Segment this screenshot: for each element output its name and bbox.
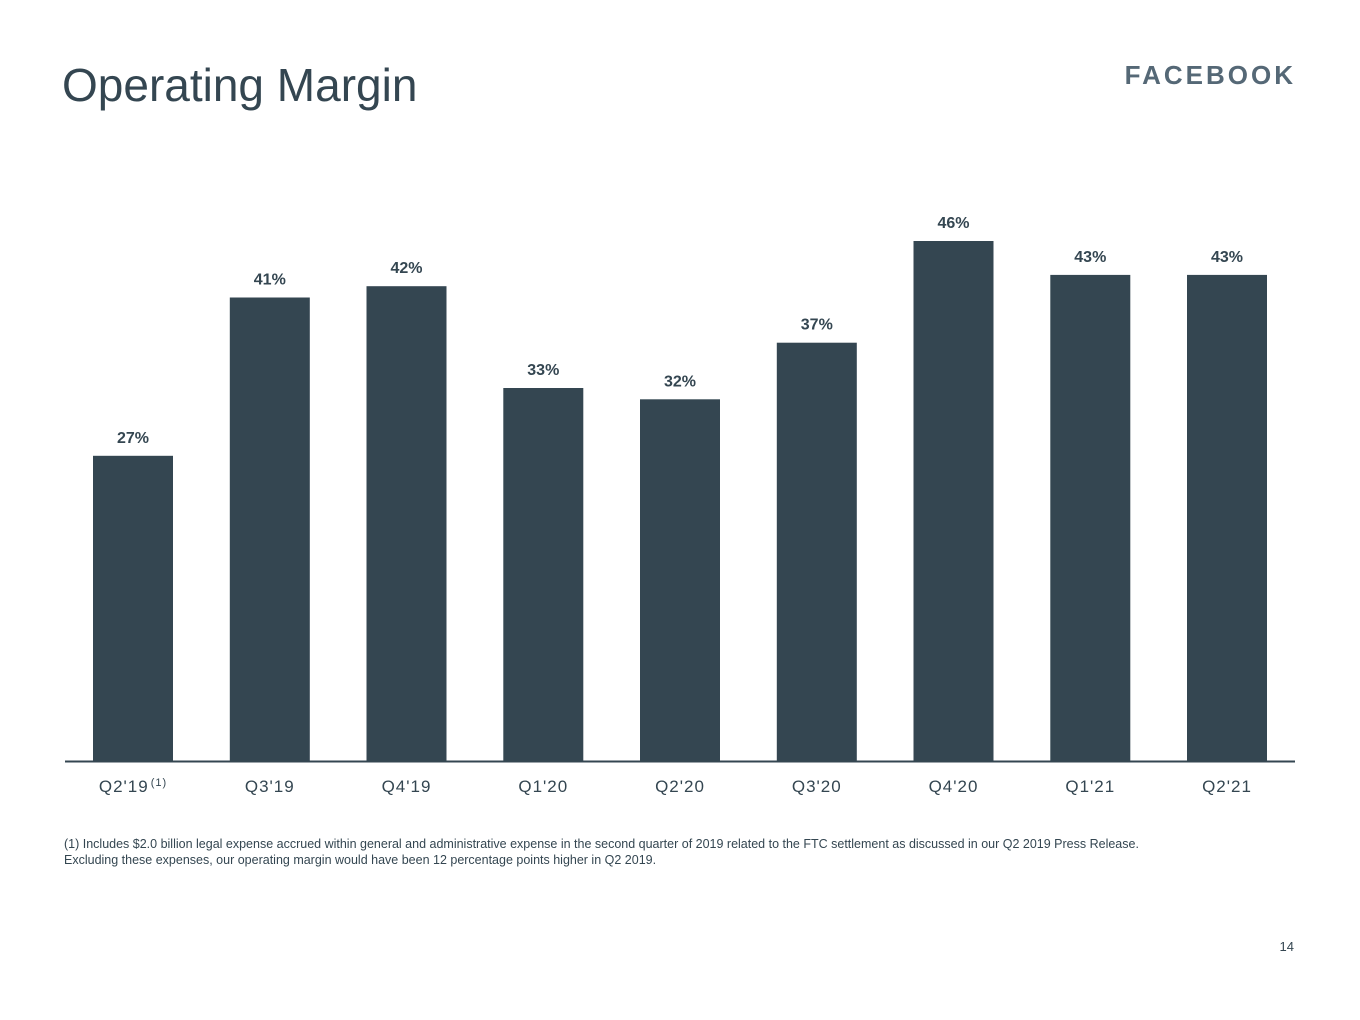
footnote-line-1: (1) Includes $2.0 billion legal expense …	[64, 837, 1139, 851]
footnote: (1) Includes $2.0 billion legal expense …	[64, 836, 1284, 868]
bar-value-label-1: 27%	[117, 430, 149, 447]
page-title: Operating Margin	[62, 59, 418, 111]
footnote-line-2: Excluding these expenses, our operating …	[64, 853, 657, 867]
category-label-8: Q1'21	[1065, 777, 1115, 796]
bar-value-label-2: 41%	[254, 272, 286, 289]
category-label-3: Q4'19	[382, 777, 432, 796]
category-label-4: Q1'20	[518, 777, 568, 796]
bar-1	[93, 455, 173, 761]
bar-3	[366, 286, 447, 761]
bar-value-label-3: 42%	[390, 260, 422, 277]
page-number: 14	[1279, 939, 1294, 954]
bar-value-label-7: 46%	[937, 215, 969, 232]
bar-value-label-4: 33%	[527, 362, 559, 379]
bar-value-label-5: 32%	[664, 373, 696, 390]
category-label-6: Q3'20	[792, 777, 842, 796]
category-label-7: Q4'20	[929, 777, 979, 796]
operating-margin-bar-chart: 27% Q2'19 (1) 41% Q3'19 42% Q4'19 33% Q1'20 32% Q2…	[65, 215, 1295, 796]
facebook-logo: FACEBOOK	[1124, 60, 1296, 90]
bar-value-label-6: 37%	[801, 317, 833, 334]
bar-9	[1187, 274, 1267, 761]
bar-8	[1050, 274, 1131, 761]
category-label-5: Q2'20	[655, 777, 705, 796]
bar-value-label-9: 43%	[1211, 249, 1243, 266]
category-label-2: Q3'19	[245, 777, 295, 796]
bar-7	[913, 241, 994, 761]
category-label-9: Q2'21	[1202, 777, 1252, 796]
bar-value-label-8: 43%	[1074, 249, 1106, 266]
bar-2	[229, 297, 310, 761]
bar-6	[776, 342, 857, 761]
bar-5	[640, 399, 720, 761]
category-label-1: Q2'19 (1)	[99, 777, 167, 796]
category-footnote-marker: (1)	[151, 777, 167, 789]
bar-4	[503, 388, 584, 761]
